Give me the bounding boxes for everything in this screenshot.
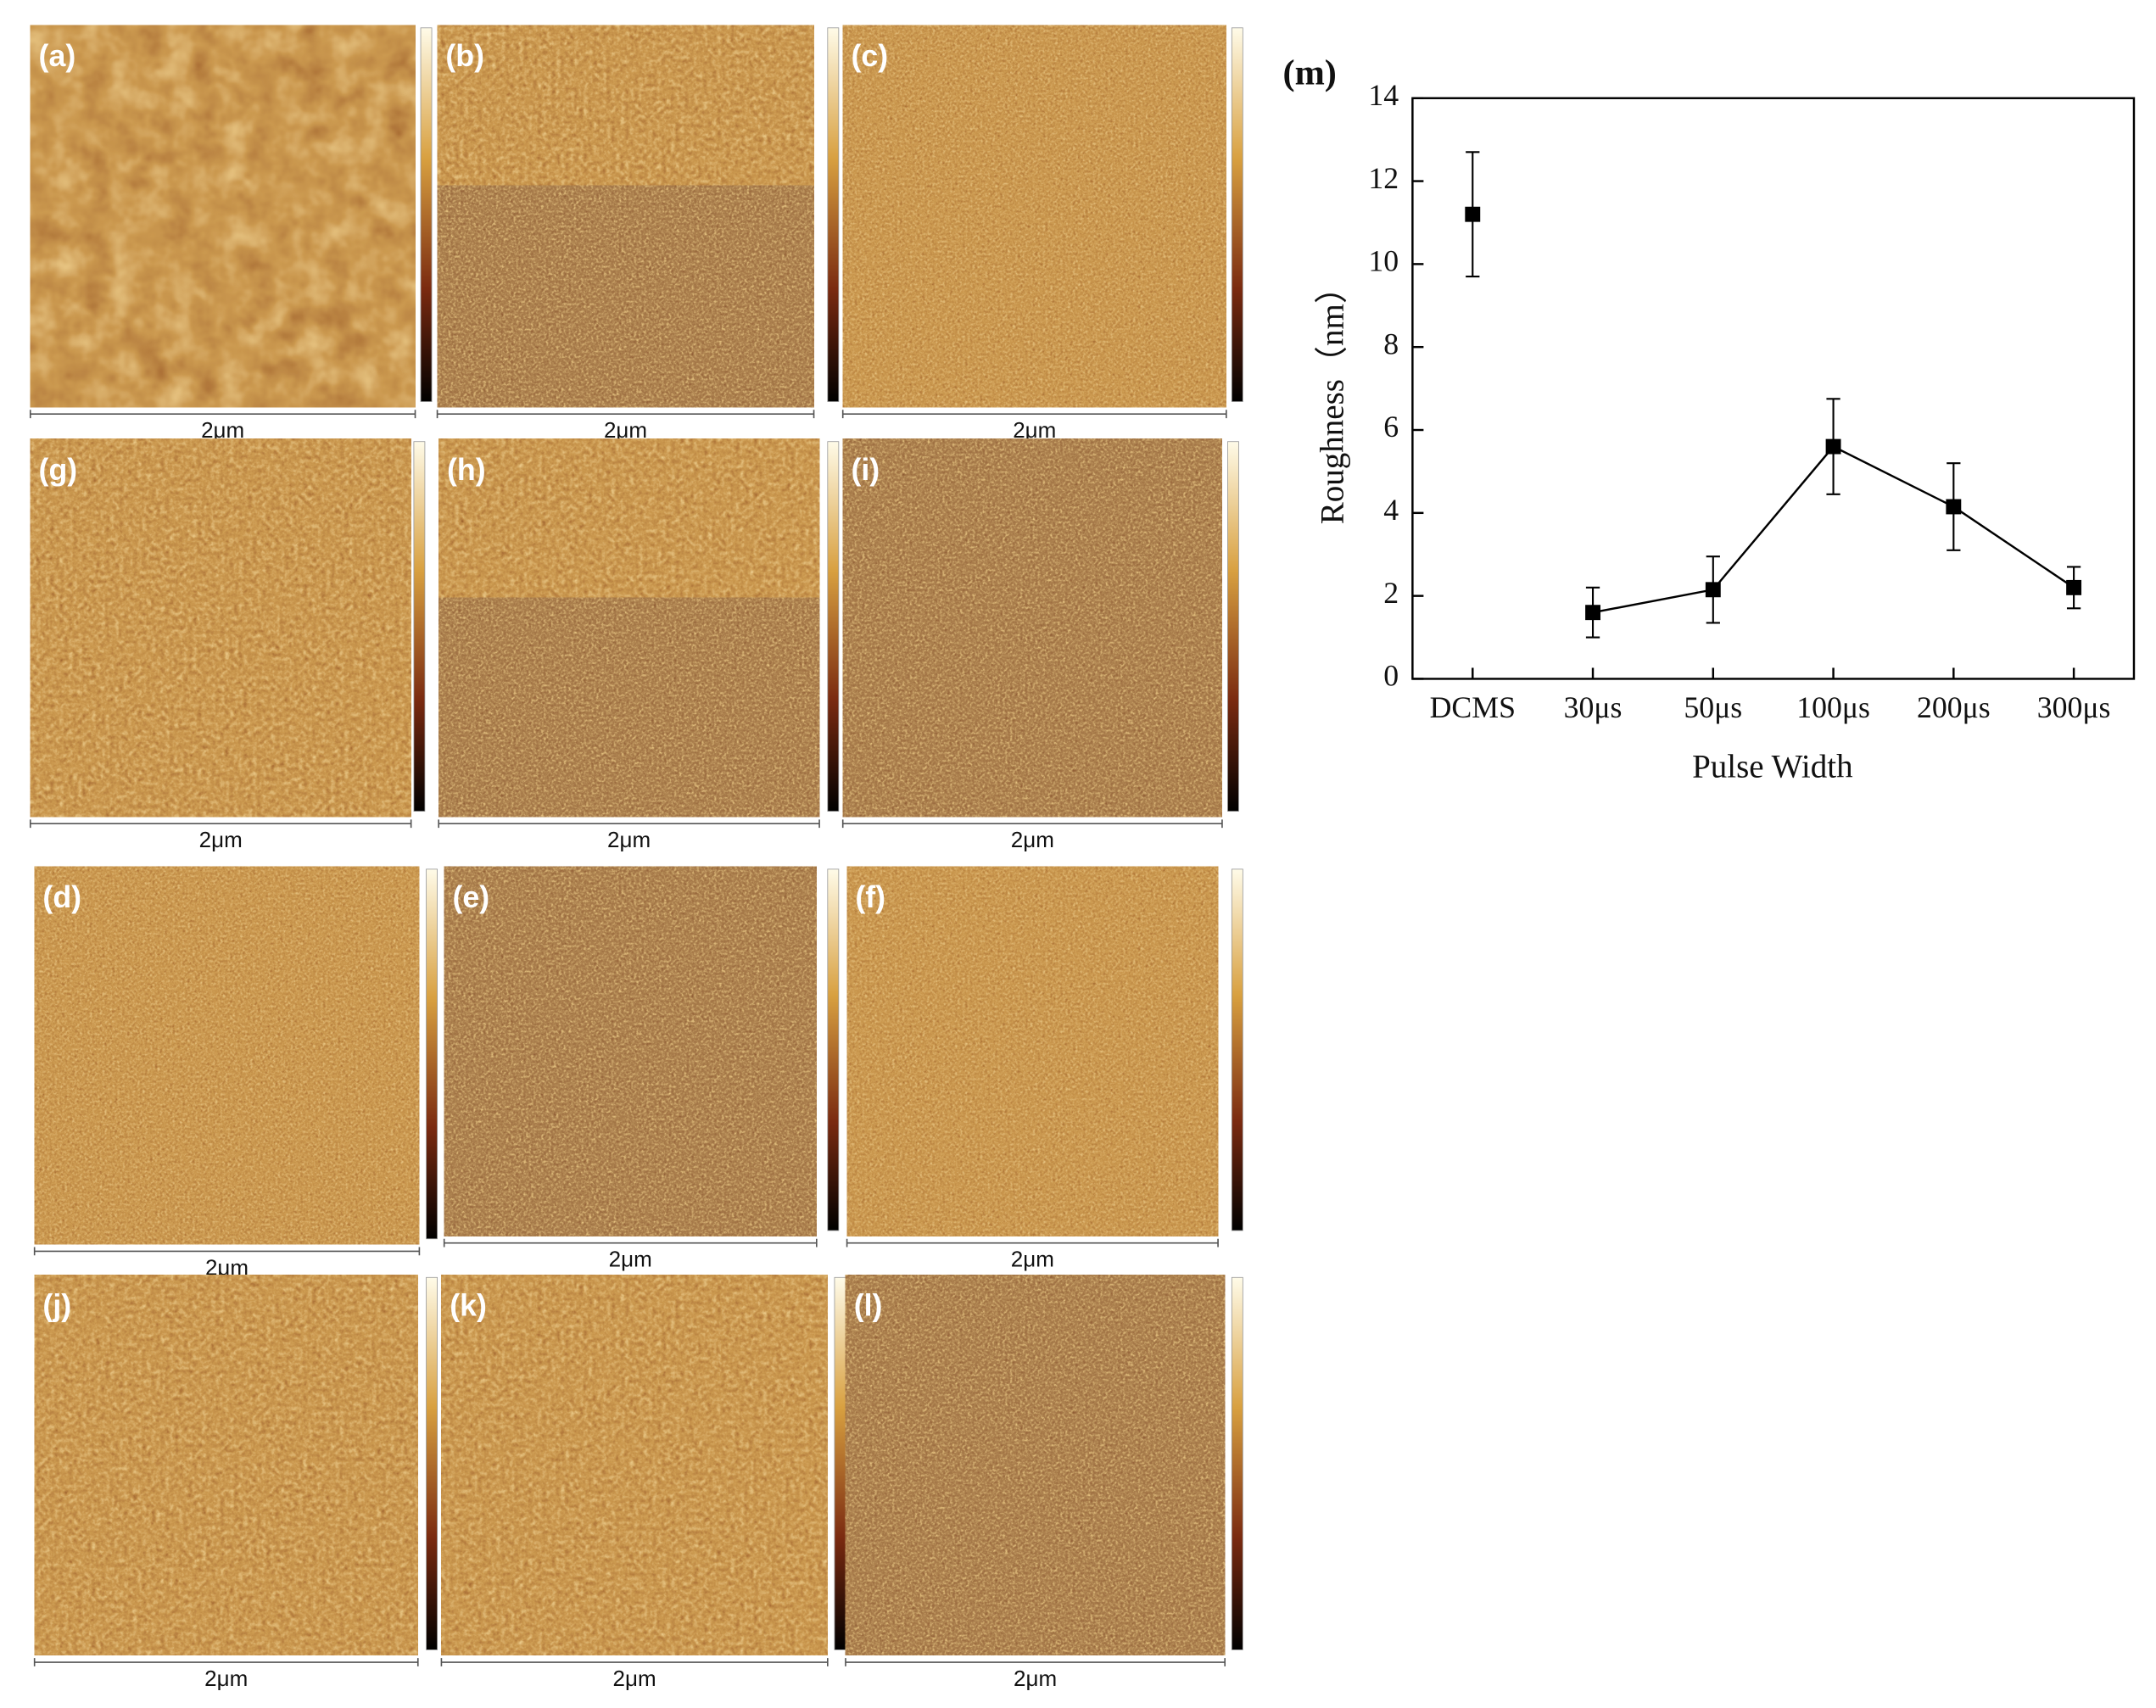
- afm-image: [34, 866, 420, 1245]
- scale-bar: [33, 1247, 421, 1256]
- afm-panel: (i) 2μm: [841, 438, 1239, 852]
- scale-label: 2μm: [613, 1666, 656, 1691]
- color-bar: [1231, 1276, 1243, 1650]
- color-bar: [426, 1276, 438, 1650]
- y-tick-label: 12: [1368, 161, 1399, 195]
- scale-bar: [29, 819, 412, 829]
- color-bar: [834, 1276, 846, 1650]
- panel-label: (d): [42, 880, 81, 914]
- color-bar: [426, 868, 438, 1240]
- afm-image: [437, 185, 814, 408]
- afm-panel: (j) 2μm: [33, 1275, 438, 1691]
- scale-bar: [841, 410, 1227, 419]
- afm-image: [845, 1275, 1226, 1655]
- scale-label: 2μm: [1014, 1666, 1057, 1691]
- panel-label: (e): [452, 880, 489, 914]
- afm-panel: (g) 2μm: [29, 438, 426, 852]
- x-tick-label: 30μs: [1564, 690, 1623, 724]
- afm-image: [438, 438, 820, 598]
- x-axis-label: Pulse Width: [1692, 749, 1853, 785]
- panel-label: (h): [447, 453, 486, 487]
- afm-image: [438, 597, 820, 818]
- x-tick-label: 200μs: [1917, 690, 1991, 724]
- scale-label: 2μm: [204, 1666, 248, 1691]
- afm-image: [437, 25, 814, 186]
- color-bar: [1231, 27, 1243, 402]
- y-tick-label: 4: [1383, 493, 1399, 527]
- afm-panel: (l) 2μm: [845, 1275, 1243, 1691]
- afm-panel: (b) 2μm: [436, 25, 840, 443]
- afm-image: [34, 1275, 418, 1655]
- y-tick-label: 14: [1368, 78, 1399, 112]
- afm-panel: (h) 2μm: [438, 438, 840, 852]
- data-point: [1946, 499, 1962, 515]
- afm-image: [441, 1275, 828, 1655]
- panel-label: (b): [445, 39, 484, 73]
- scale-label: 2μm: [201, 417, 244, 443]
- scale-bar: [436, 410, 815, 419]
- data-point: [2066, 579, 2082, 595]
- color-bar: [420, 27, 433, 402]
- afm-panel: (k) 2μm: [440, 1275, 846, 1691]
- y-tick-label: 2: [1383, 576, 1399, 610]
- scale-bar: [29, 410, 416, 419]
- plot-frame: [1411, 97, 2136, 680]
- y-axis-label: Roughness（nm）: [1314, 271, 1350, 524]
- x-tick-label: 50μs: [1684, 690, 1742, 724]
- afm-panel: (f) 2μm: [846, 866, 1243, 1272]
- scale-label: 2μm: [1011, 827, 1054, 852]
- scale-bar: [440, 1658, 829, 1666]
- y-tick-label: 0: [1383, 659, 1399, 693]
- scale-bar: [438, 819, 820, 829]
- panel-label: (a): [39, 39, 76, 73]
- panel-label: (l): [854, 1289, 883, 1323]
- panel-label: (f): [855, 880, 885, 914]
- color-bar: [827, 27, 840, 402]
- afm-panel: (e) 2μm: [443, 866, 840, 1272]
- afm-image: [444, 866, 817, 1236]
- scale-label: 2μm: [1011, 1247, 1054, 1272]
- scale-bar: [845, 1658, 1226, 1666]
- color-bar: [413, 441, 426, 812]
- color-bar: [1231, 868, 1243, 1231]
- afm-panel: (a) 2μm: [29, 25, 433, 443]
- scale-bar: [846, 1238, 1219, 1248]
- afm-image: [30, 25, 416, 408]
- afm-image: [846, 866, 1219, 1236]
- panel-label: (g): [39, 453, 78, 487]
- afm-image: [30, 438, 411, 818]
- scale-bar: [841, 819, 1223, 829]
- y-tick-label: 6: [1383, 410, 1399, 444]
- color-bar: [827, 868, 840, 1231]
- data-point: [1825, 438, 1841, 455]
- afm-panel: (c) 2μm: [841, 25, 1243, 443]
- y-tick-label: 10: [1368, 244, 1399, 278]
- panel-label: (j): [42, 1289, 71, 1323]
- y-tick-label: 8: [1383, 327, 1399, 360]
- afm-image: [842, 25, 1226, 408]
- color-bar: [827, 441, 840, 812]
- scale-label: 2μm: [607, 827, 651, 852]
- afm-image: [842, 438, 1222, 818]
- scale-bar: [33, 1658, 419, 1666]
- panel-label: (k): [450, 1289, 487, 1323]
- chart-title: (m): [1283, 53, 1337, 92]
- scale-label: 2μm: [604, 417, 647, 443]
- data-point: [1585, 605, 1600, 621]
- data-point: [1465, 206, 1481, 222]
- panel-label: (i): [851, 453, 880, 487]
- scale-label: 2μm: [1013, 417, 1056, 443]
- data-point: [1705, 582, 1721, 598]
- x-tick-label: DCMS: [1430, 690, 1516, 724]
- scale-bar: [443, 1238, 818, 1248]
- x-tick-label: 300μs: [2037, 690, 2111, 724]
- color-bar: [1227, 441, 1239, 812]
- scale-label: 2μm: [199, 827, 243, 852]
- scale-label: 2μm: [609, 1247, 652, 1272]
- panel-label: (c): [851, 39, 888, 73]
- afm-panel: (d)2μm: [33, 866, 438, 1280]
- x-tick-label: 100μs: [1796, 690, 1870, 724]
